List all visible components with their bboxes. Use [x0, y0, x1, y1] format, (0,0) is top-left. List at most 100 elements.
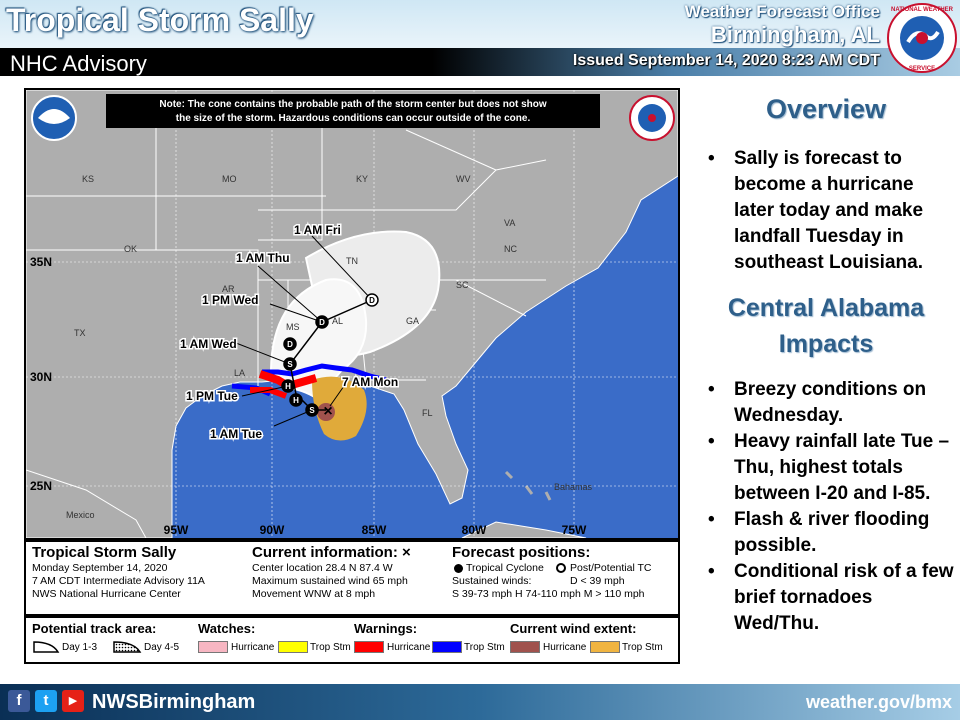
post-potential-tc-icon	[556, 563, 566, 573]
forecast-time-label: 1 AM Fri	[294, 223, 341, 237]
longitude-label: 80W	[462, 523, 487, 537]
twitter-icon[interactable]: t	[35, 690, 57, 712]
info-center: NWS National Hurricane Center	[32, 588, 181, 600]
forecast-point-marker	[281, 379, 295, 393]
state-label: MO	[222, 174, 237, 184]
legend-wind-hurricane: Hurricane	[543, 642, 587, 653]
info-max-wind: Maximum sustained wind 65 mph	[252, 575, 408, 587]
wind-trop-swatch	[590, 641, 620, 653]
legend-wind-trop: Trop Stm	[622, 642, 663, 653]
state-label: MS	[286, 322, 300, 332]
legend-wind-heading: Current wind extent:	[510, 621, 637, 636]
tropical-cyclone-icon	[454, 564, 463, 573]
forecast-time-label: 1 PM Wed	[202, 293, 258, 307]
latitude-label: 25N	[30, 479, 52, 493]
social-handle[interactable]: NWSBirmingham	[92, 691, 256, 713]
longitude-label: 85W	[362, 523, 387, 537]
info-forecast-heading: Forecast positions:	[452, 544, 591, 561]
overview-list: Sally is forecast to become a hurricane …	[704, 146, 954, 276]
info-date: Monday September 14, 2020	[32, 562, 168, 574]
note-line1: Note: The cone contains the probable pat…	[159, 99, 546, 110]
issued-time: Issued September 14, 2020 8:23 AM CDT	[572, 52, 880, 69]
forecast-point-letter: D	[319, 318, 325, 327]
impact-item: Breezy conditions on Wednesday.	[704, 377, 958, 429]
noaa-gull-icon	[38, 109, 70, 124]
legend-day1-3: Day 1-3	[62, 642, 98, 653]
map-legend: Potential track area: Day 1-3 Day 4-5 Wa…	[26, 618, 678, 662]
state-label: WV	[456, 174, 471, 184]
forecast-point-marker	[289, 393, 303, 407]
current-position-marker: ×	[323, 403, 332, 420]
forecast-point-letter: D	[369, 296, 375, 305]
tropstorm-warning-coast	[262, 363, 387, 383]
youtube-icon[interactable]: ▶	[62, 690, 84, 712]
mexico-land	[26, 469, 147, 538]
legend-separator	[26, 614, 678, 618]
state-label: TX	[74, 328, 86, 338]
page-subtitle: NHC Advisory	[10, 51, 147, 76]
overview-heading: Overview	[765, 94, 887, 124]
info-sustained: Sustained winds:	[452, 575, 532, 587]
legend-day4-5: Day 4-5	[144, 642, 180, 653]
legend-track-heading: Potential track area:	[32, 621, 157, 636]
info-advisory: 7 AM CDT Intermediate Advisory 11A	[32, 575, 205, 587]
longitude-label: 90W	[260, 523, 285, 537]
office-name-line2: Birmingham, AL	[710, 22, 880, 47]
country-label: Bahamas	[554, 482, 593, 492]
impact-item: Flash & river flooding possible.	[704, 507, 958, 559]
note-box	[106, 94, 600, 128]
bahamas-islands	[504, 470, 552, 501]
legend-warn-trop: Trop Stm	[464, 642, 505, 653]
forecast-point-letter: D	[287, 340, 293, 349]
logo-lettering-bottom: SERVICE	[909, 66, 935, 72]
legend-warnings-heading: Warnings:	[354, 621, 418, 636]
state-label: VA	[504, 218, 515, 228]
logo-lettering: NATIONAL WEATHER	[891, 7, 954, 13]
forecast-point-marker	[283, 337, 297, 351]
impact-item: Conditional risk of a few brief tornadoe…	[704, 559, 958, 637]
forecast-time-label: 1 AM Tue	[210, 427, 262, 441]
info-storm-name: Tropical Storm Sally	[32, 544, 177, 561]
info-movement: Movement WNW at 8 mph	[252, 588, 376, 600]
state-label: SC	[456, 280, 469, 290]
impacts-heading-line1: Central Alabama	[727, 294, 925, 322]
state-label: FL	[422, 408, 433, 418]
page-title: Tropical Storm Sally	[6, 2, 314, 38]
info-location: Center location 28.4 N 87.4 W	[252, 562, 393, 574]
subtitle-bar	[0, 48, 960, 76]
nws-logo-icon: NATIONAL WEATHER SERVICE	[887, 3, 957, 73]
forecast-point-letter: S	[287, 360, 293, 369]
latitude-label: 35N	[30, 255, 52, 269]
longitude-label: 95W	[164, 523, 189, 537]
state-label: KS	[82, 174, 94, 184]
info-tc-label: Tropical Cyclone	[466, 562, 544, 574]
warn-hurricane-swatch	[354, 641, 384, 653]
wind-hurricane-swatch	[510, 641, 540, 653]
state-label: AL	[332, 316, 343, 326]
info-separator	[26, 538, 678, 542]
legend-watches-heading: Watches:	[198, 621, 256, 636]
info-current-heading: Current information: ×	[252, 544, 411, 561]
facebook-icon[interactable]: f	[8, 690, 30, 712]
nws-map-logo-center	[648, 114, 656, 122]
forecast-point-marker	[365, 293, 379, 307]
impacts-heading-line2: Impacts	[778, 330, 874, 358]
advisory-info-panel: Tropical Storm Sally Monday September 14…	[26, 542, 678, 614]
impacts-list: Breezy conditions on Wednesday. Heavy ra…	[704, 377, 958, 637]
office-website-link[interactable]: weather.gov/bmx	[805, 692, 952, 712]
grid-lines	[26, 90, 678, 538]
info-d-range: D < 39 mph	[570, 575, 625, 587]
map-labels: KS MO KY WV VA OK AR TN NC SC MS AL GA TX LA FL Mexico Ba…	[30, 174, 593, 537]
wind-trop-extent	[312, 376, 367, 441]
watch-hurricane-swatch	[198, 641, 228, 653]
legend-warn-hurricane: Hurricane	[387, 642, 431, 653]
state-label: NC	[504, 244, 517, 254]
longitude-label: 75W	[562, 523, 587, 537]
forecast-point-letter: H	[285, 382, 291, 391]
impact-item: Heavy rainfall late Tue – Thu, highest t…	[704, 429, 958, 507]
forecast-point-marker	[283, 357, 297, 371]
info-wind-ranges: S 39-73 mph H 74-110 mph M > 110 mph	[452, 588, 645, 600]
state-label: TN	[346, 256, 358, 266]
forecast-time-label: 1 AM Thu	[236, 251, 290, 265]
footer-bar	[0, 684, 960, 720]
